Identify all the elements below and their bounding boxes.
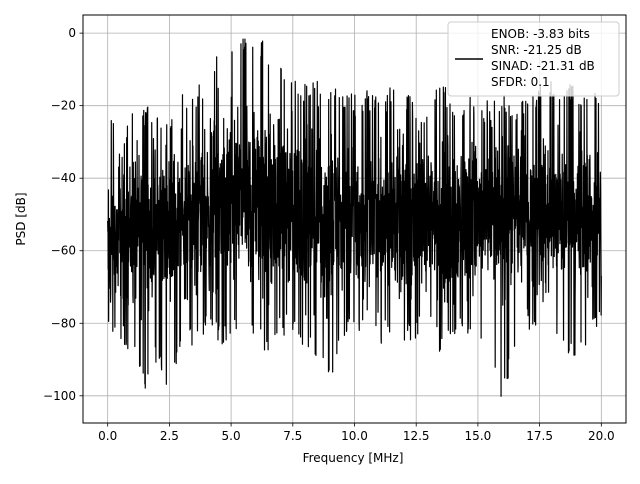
legend-entry-enob: ENOB: -3.83 bits (491, 27, 590, 41)
x-tick-label: 20.0 (588, 429, 615, 443)
x-tick-label: 12.5 (403, 429, 430, 443)
x-tick-label: 10.0 (341, 429, 368, 443)
y-tick-label: −40 (51, 171, 76, 185)
legend-entry-sinad: SINAD: -21.31 dB (491, 59, 595, 73)
psd-series (107, 38, 602, 397)
x-axis-label: Frequency [MHz] (303, 451, 404, 465)
psd-trace (107, 38, 602, 397)
axis-ticks: 0.0 2.5 5.0 7.5 10.0 12.5 15.0 17.5 20.0 0 −20 −40 −… (43, 26, 615, 443)
y-tick-label: −100 (43, 389, 76, 403)
y-tick-label: −60 (51, 244, 76, 258)
legend: ENOB: -3.83 bits SNR: -21.25 dB SINAD: -… (447, 21, 620, 97)
x-tick-label: 15.0 (465, 429, 492, 443)
y-tick-label: −80 (51, 316, 76, 330)
y-tick-label: 0 (68, 26, 76, 40)
x-tick-label: 17.5 (526, 429, 553, 443)
legend-box (447, 21, 620, 97)
x-tick-label: 7.5 (283, 429, 302, 443)
legend-entry-sfdr: SFDR: 0.1 (491, 75, 550, 89)
x-tick-label: 2.5 (160, 429, 179, 443)
legend-entry-snr: SNR: -21.25 dB (491, 43, 582, 57)
y-tick-label: −20 (51, 99, 76, 113)
y-axis-label: PSD [dB] (14, 192, 28, 245)
x-tick-label: 0.0 (98, 429, 117, 443)
x-tick-label: 5.0 (222, 429, 241, 443)
